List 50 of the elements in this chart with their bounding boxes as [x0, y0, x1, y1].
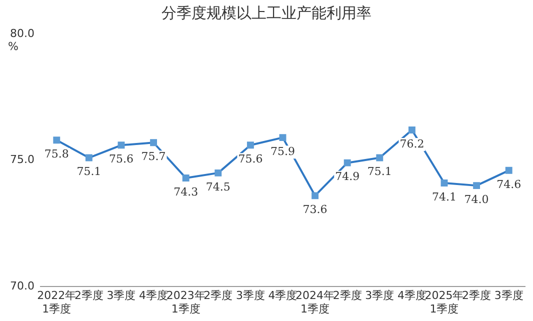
data-label: 75.6 [238, 152, 263, 166]
x-tick-label: 3季度 [106, 289, 136, 302]
x-tick-label: 3季度 [365, 289, 394, 302]
data-label: 74.9 [335, 170, 360, 184]
data-label: 74.0 [464, 192, 489, 206]
data-label: 74.3 [174, 185, 198, 198]
point [505, 166, 512, 174]
x-tick-label: 2024年 1季度 [296, 289, 335, 316]
point [312, 192, 319, 200]
x-tick-label: 2025年 1季度 [424, 289, 464, 316]
y-tick-label: 75.0 [10, 153, 34, 166]
point [214, 169, 222, 176]
point [53, 136, 60, 144]
x-tick-label: 2022年 1季度 [37, 289, 76, 316]
x-tick-label: 2季度 [332, 289, 362, 302]
y-tick-label: 70.0 [10, 279, 34, 292]
chart-title: 分季度规模以上工业产能利用率 [160, 4, 372, 23]
x-tick-label: 2季度 [74, 289, 104, 302]
point [376, 154, 384, 162]
data-label: 73.6 [302, 203, 328, 216]
x-tick-label: 4季度 [139, 289, 168, 302]
data-label: 75.1 [367, 165, 392, 178]
point [440, 180, 448, 187]
x-tick-label: 2季度 [204, 289, 233, 302]
x-tick-label: 4季度 [397, 289, 426, 302]
point [279, 134, 286, 142]
data-label: 74.6 [496, 178, 522, 191]
point [85, 154, 92, 162]
point [344, 159, 351, 166]
data-label: 75.8 [44, 147, 69, 160]
data-label: 74.1 [432, 190, 456, 204]
point [246, 142, 254, 149]
y-tick-label: 80.0 [10, 26, 34, 40]
x-tick-label: 4季度 [268, 289, 298, 302]
data-label: 74.5 [206, 180, 230, 194]
data-label: 76.2 [400, 137, 424, 150]
x-tick-label: 3季度 [494, 289, 524, 302]
y-axis-title: % [8, 40, 18, 53]
x-tick-label: 2023年 1季度 [166, 289, 206, 316]
data-label: 75.1 [76, 165, 102, 178]
point [408, 126, 416, 134]
data-label: 75.7 [141, 150, 166, 163]
point [118, 142, 125, 149]
data-label: 75.9 [270, 144, 295, 158]
point [182, 174, 190, 182]
point [473, 182, 480, 190]
point [150, 139, 158, 146]
x-tick-label: 3季度 [236, 289, 265, 302]
x-tick-label: 2季度 [462, 289, 492, 302]
data-label: 75.6 [108, 152, 134, 166]
